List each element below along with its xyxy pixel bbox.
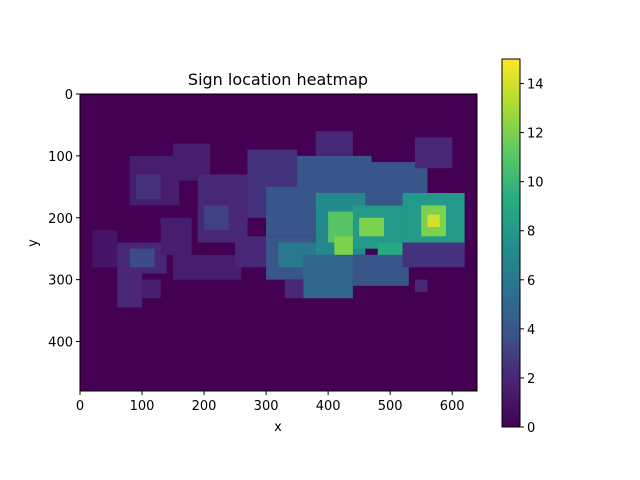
colorbar-tick-label-4: 4 [527, 323, 535, 338]
colorbar-gradient [502, 59, 520, 427]
heatmap-region-33 [414, 279, 428, 292]
x-tick-label-500: 500 [378, 399, 403, 414]
heatmap-region-5 [129, 248, 155, 268]
colorbar-tick-label-14: 14 [527, 78, 544, 93]
x-tick-label-100: 100 [130, 399, 155, 414]
y-axis-label: y [26, 239, 41, 247]
heatmap-region-10 [204, 205, 229, 231]
x-axis-ticks: 0 100 200 300 400 500 600 [76, 391, 465, 414]
y-tick-label-400: 400 [48, 336, 73, 351]
heatmap-region-3 [92, 230, 118, 268]
y-tick-label-0: 0 [65, 88, 73, 103]
y-tick-label-100: 100 [48, 150, 73, 165]
x-tick-label-200: 200 [192, 399, 217, 414]
heatmap-region-25 [352, 254, 409, 286]
plot-area [79, 93, 478, 392]
heatmap-region-21 [303, 254, 353, 299]
colorbar: 0 2 4 6 8 10 12 14 [501, 58, 544, 436]
colorbar-tick-label-2: 2 [527, 372, 535, 387]
colorbar-tick-label-8: 8 [527, 225, 535, 240]
heatmap-region-23 [359, 217, 384, 237]
x-tick-label-400: 400 [316, 399, 341, 414]
y-tick-label-300: 300 [48, 274, 73, 289]
colorbar-ticks: 0 2 4 6 8 10 12 14 [520, 78, 544, 436]
x-tick-label-300: 300 [254, 399, 279, 414]
colorbar-tick-label-10: 10 [527, 176, 544, 191]
heatmap-region-29 [427, 214, 440, 228]
heatmap-region-30 [414, 137, 453, 169]
y-tick-label-200: 200 [48, 212, 73, 227]
heatmap-region-7 [160, 217, 192, 255]
heatmap-region-17 [315, 131, 353, 156]
heatmap-region-34 [142, 279, 161, 299]
x-axis-label: x [274, 420, 282, 435]
heatmap-region-20 [334, 236, 353, 255]
x-tick-label-600: 600 [440, 399, 465, 414]
y-axis-ticks: 0 100 200 300 400 [48, 88, 80, 351]
heatmap-region-32 [284, 279, 304, 299]
heatmap-regions [92, 131, 465, 308]
colorbar-tick-label-12: 12 [527, 127, 544, 142]
colorbar-tick-label-6: 6 [527, 274, 535, 289]
x-tick-label-0: 0 [76, 399, 84, 414]
heatmap-region-1 [135, 174, 161, 200]
colorbar-frame [501, 58, 521, 428]
heatmap-region-6 [117, 273, 143, 308]
chart-title: Sign location heatmap [188, 70, 368, 89]
colorbar-tick-label-0: 0 [527, 421, 535, 436]
heatmap-region-8 [173, 254, 242, 280]
heatmap-region-31 [402, 242, 465, 268]
plot-frame [79, 93, 478, 392]
